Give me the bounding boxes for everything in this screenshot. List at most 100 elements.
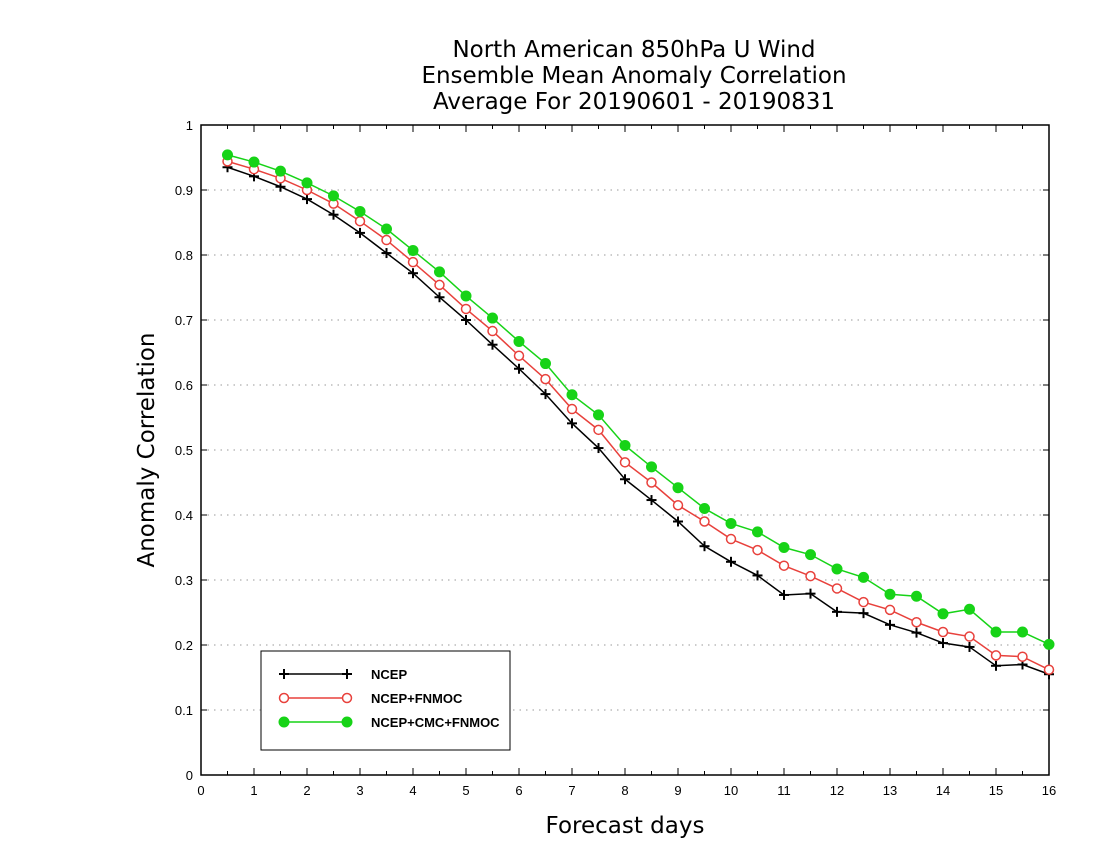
x-tick-label: 2 [303, 783, 310, 798]
title-line-2: Ensemble Mean Anomaly Correlation [421, 63, 846, 89]
filled-circle-marker [990, 626, 1002, 638]
filled-circle-marker [858, 571, 869, 583]
open-circle-marker [911, 617, 922, 628]
series-line [227, 154, 1050, 646]
open-circle-marker [725, 533, 737, 545]
open-circle-marker [699, 516, 710, 527]
filled-circle-marker [407, 244, 419, 256]
legend-label: NCEP+FNMOC [371, 691, 463, 706]
legend-box [260, 650, 511, 751]
title-line-3: Average For 20190601 - 20190831 [433, 89, 835, 115]
open-circle-marker [513, 350, 525, 361]
legend-label: NCEP+CMC+FNMOC [371, 715, 500, 730]
filled-circle-marker [566, 389, 578, 401]
filled-circle-marker [341, 716, 353, 728]
filled-circle-marker [1043, 638, 1055, 650]
open-circle-marker [990, 650, 1002, 661]
filled-circle-marker [1017, 626, 1028, 638]
y-tick-label: 0.8 [175, 248, 193, 263]
open-circle-marker [381, 234, 392, 246]
x-tick-label: 10 [724, 783, 738, 798]
y-tick-label: 0.9 [175, 183, 193, 198]
filled-circle-marker [513, 335, 525, 347]
y-tick-label: 0.2 [175, 638, 193, 653]
filled-circle-marker [381, 223, 392, 235]
y-tick-label: 0.3 [175, 573, 193, 588]
open-circle-marker [752, 544, 763, 556]
filled-circle-marker [248, 156, 260, 168]
x-axis-label: Forecast days [546, 813, 705, 839]
filled-circle-marker [354, 205, 366, 217]
filled-circle-marker [593, 409, 604, 421]
open-circle-marker [354, 215, 366, 227]
filled-circle-marker [328, 190, 339, 202]
x-tick-label: 15 [989, 783, 1003, 798]
x-tick-label: 4 [409, 783, 416, 798]
open-circle-marker [1017, 651, 1028, 662]
open-circle-marker [619, 457, 631, 468]
x-tick-label: 6 [515, 783, 522, 798]
series-line [227, 160, 1050, 671]
y-tick-label: 0.5 [175, 443, 193, 458]
open-circle-marker [487, 325, 498, 337]
filled-circle-marker [460, 290, 472, 302]
filled-circle-marker [805, 549, 816, 561]
title-line-1: North American 850hPa U Wind [452, 37, 815, 63]
filled-circle-marker [646, 461, 657, 473]
y-tick-label: 0.1 [175, 703, 193, 718]
y-axis-label: Anomaly Correlation [134, 332, 160, 567]
open-circle-marker [778, 560, 790, 571]
legend-label: NCEP [371, 667, 407, 682]
filled-circle-marker [937, 608, 949, 620]
x-tick-label: 7 [568, 783, 575, 798]
filled-circle-marker [301, 177, 313, 189]
x-tick-label: 9 [674, 783, 681, 798]
filled-circle-marker [222, 149, 233, 161]
filled-circle-marker [725, 517, 737, 529]
y-tick-label: 0.4 [175, 508, 193, 523]
series-ncep [222, 162, 1054, 680]
y-tick-label: 0 [186, 768, 193, 783]
y-tick-label: 1 [186, 118, 193, 133]
legend-item: NCEP+FNMOC [278, 691, 463, 706]
axis-ticks: 00.10.20.30.40.50.60.70.80.910 1 2 3 4 5 6 7 8 9 1… [175, 118, 1056, 798]
filled-circle-marker [672, 482, 684, 494]
x-tick-label: 16 [1042, 783, 1056, 798]
open-circle-marker [858, 596, 869, 608]
open-circle-marker [831, 583, 843, 594]
x-tick-label: 3 [356, 783, 363, 798]
filled-circle-marker [964, 603, 975, 615]
x-tick-label: 8 [621, 783, 628, 798]
filled-circle-marker [487, 312, 498, 324]
open-circle-marker [278, 692, 290, 704]
open-circle-marker [566, 403, 578, 415]
open-circle-marker [805, 570, 816, 582]
y-tick-label: 0.7 [175, 313, 193, 328]
x-tick-label: 5 [462, 783, 469, 798]
open-circle-marker [884, 604, 896, 616]
x-tick-label: 13 [883, 783, 897, 798]
filled-circle-marker [275, 165, 286, 177]
open-circle-marker [540, 373, 551, 385]
open-circle-marker [964, 631, 975, 642]
series-ncep-fnmoc [222, 156, 1055, 675]
filled-circle-marker [752, 526, 763, 538]
x-tick-label: 11 [777, 783, 791, 798]
filled-circle-marker [699, 503, 710, 514]
filled-circle-marker [619, 439, 631, 451]
x-tick-label: 0 [197, 783, 204, 798]
x-tick-label: 14 [936, 783, 950, 798]
series-line [227, 166, 1050, 675]
legend: NCEP NCEP+FNMOC NCEP+CMC+FNMOC [260, 650, 511, 751]
open-circle-marker [434, 279, 445, 291]
open-circle-marker [341, 692, 353, 704]
filled-circle-marker [884, 588, 896, 600]
open-circle-marker [937, 626, 949, 638]
filled-circle-marker [278, 716, 290, 728]
filled-circle-marker [911, 590, 922, 602]
filled-circle-marker [831, 563, 843, 575]
filled-circle-marker [434, 266, 445, 278]
open-circle-marker [672, 500, 684, 511]
open-circle-marker [646, 477, 657, 488]
series-ncep-cmc-fnmoc [222, 149, 1055, 650]
